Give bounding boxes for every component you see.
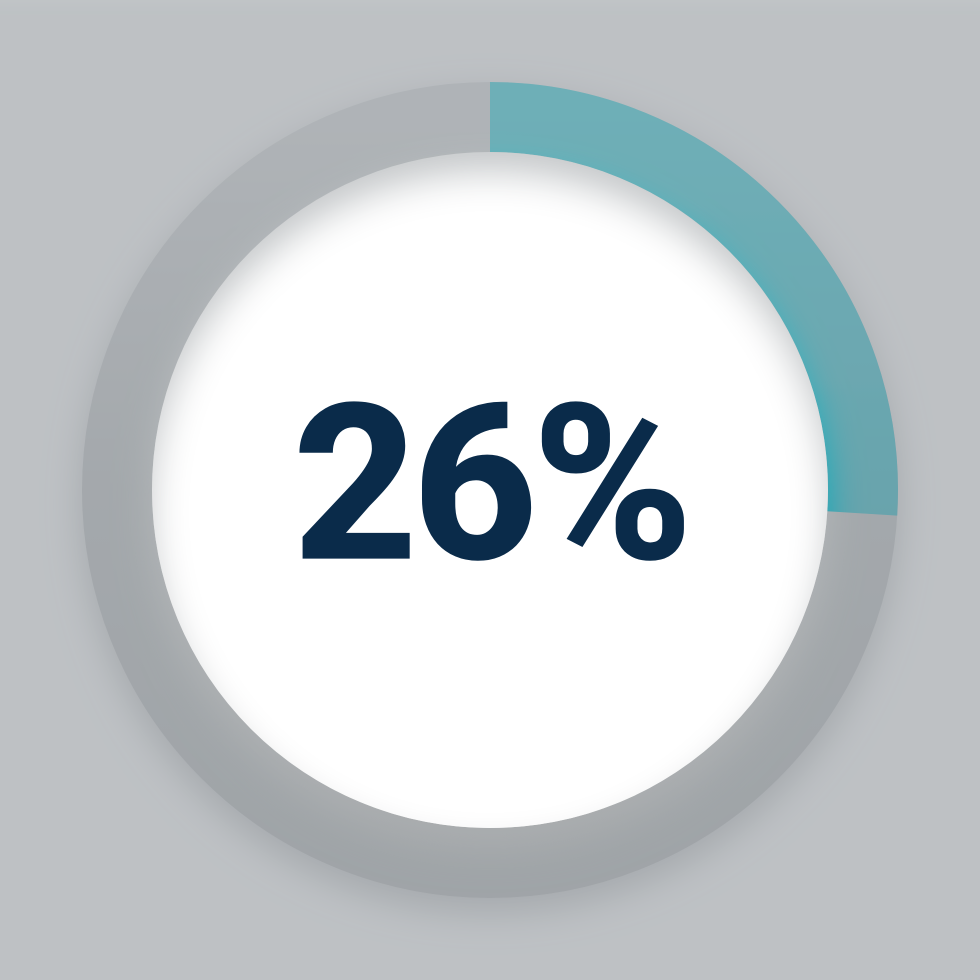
radial-progress-gauge: 26%: [0, 0, 980, 980]
gauge-inner-disc: [152, 152, 828, 828]
gauge-svg: [0, 0, 980, 980]
